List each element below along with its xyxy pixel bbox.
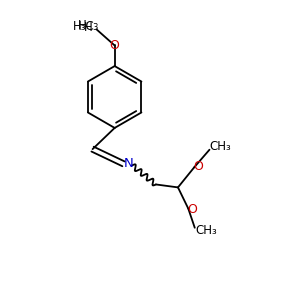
- Text: O: O: [193, 160, 202, 173]
- Text: 3: 3: [92, 23, 98, 32]
- Text: H₃C: H₃C: [73, 20, 95, 33]
- Text: N: N: [124, 157, 134, 170]
- Text: CH₃: CH₃: [210, 140, 232, 153]
- Text: O: O: [187, 203, 197, 216]
- Text: H: H: [78, 19, 87, 32]
- Text: O: O: [110, 39, 120, 52]
- Text: CH₃: CH₃: [195, 224, 217, 237]
- Text: H: H: [84, 21, 92, 34]
